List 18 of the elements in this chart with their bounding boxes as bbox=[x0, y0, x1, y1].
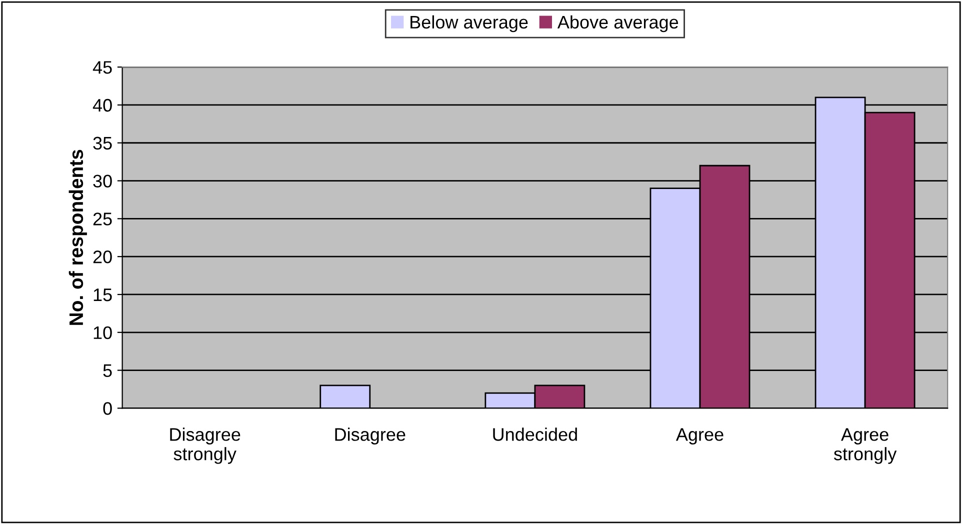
x-tick-label: Disagree bbox=[335, 428, 406, 444]
y-tick-label: 10 bbox=[94, 326, 112, 340]
y-tick-label: 40 bbox=[92, 98, 112, 112]
x-tick-label: Undecided bbox=[493, 428, 577, 441]
x-tick-label: Agree strongly bbox=[834, 428, 897, 464]
y-tick-label: 5 bbox=[103, 364, 112, 378]
y-tick-label: 15 bbox=[94, 288, 112, 302]
y-tick-label: 20 bbox=[93, 250, 112, 264]
y-tick-label: 0 bbox=[103, 402, 112, 415]
x-tick-label: Disagree strongly bbox=[170, 428, 240, 464]
legend-label: Below average bbox=[410, 15, 528, 32]
y-tick-label: 30 bbox=[93, 174, 112, 188]
y-tick-label: 45 bbox=[92, 61, 112, 74]
y-axis-title: No. of respondents bbox=[68, 150, 87, 325]
y-tick-label: 25 bbox=[93, 212, 112, 226]
y-tick-label: 35 bbox=[93, 136, 112, 150]
legend-label: Above average bbox=[557, 15, 678, 32]
x-tick-label: Agree bbox=[676, 428, 724, 444]
